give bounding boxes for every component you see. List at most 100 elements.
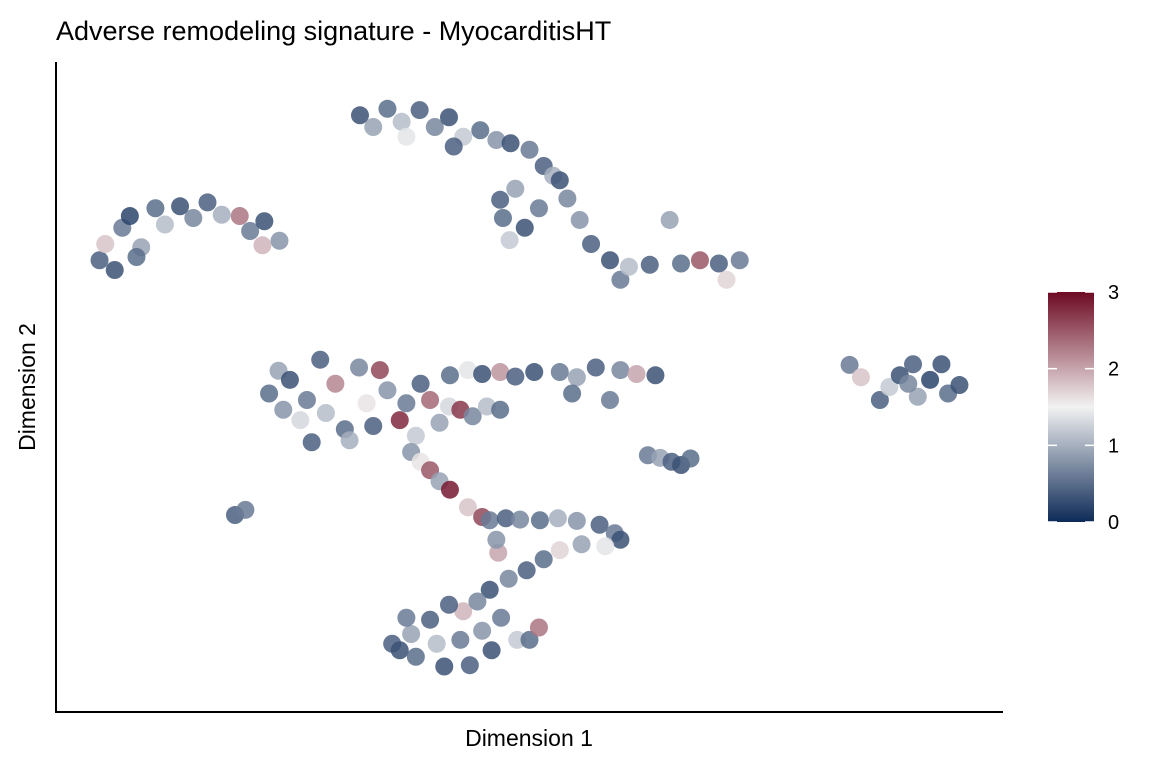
data-point xyxy=(596,537,615,556)
data-point xyxy=(370,361,389,380)
data-point xyxy=(253,236,272,255)
data-point xyxy=(840,355,859,374)
data-point xyxy=(611,530,630,549)
data-point xyxy=(316,404,335,422)
data-point xyxy=(397,608,416,627)
data-point xyxy=(586,358,605,377)
data-point xyxy=(611,361,630,380)
data-point xyxy=(506,367,525,386)
data-point xyxy=(444,137,463,156)
data-point xyxy=(454,602,473,621)
data-point xyxy=(491,363,510,382)
data-point xyxy=(302,433,321,452)
data-point xyxy=(672,254,691,273)
data-point xyxy=(357,394,376,413)
data-point xyxy=(397,127,416,146)
data-point xyxy=(155,215,174,234)
data-point xyxy=(440,108,459,127)
data-point xyxy=(198,193,217,212)
data-point xyxy=(567,511,586,530)
data-point xyxy=(567,368,586,387)
data-point xyxy=(487,131,506,149)
data-point xyxy=(717,270,736,289)
data-point xyxy=(563,384,582,403)
colorbar-tick-label: 1 xyxy=(1108,435,1119,457)
data-point xyxy=(600,391,619,409)
data-point xyxy=(364,417,383,435)
data-point xyxy=(410,101,429,120)
data-point xyxy=(458,498,477,517)
data-point xyxy=(690,251,709,270)
data-point xyxy=(236,500,255,519)
data-point xyxy=(590,515,609,534)
data-point xyxy=(482,641,501,660)
data-point xyxy=(709,254,728,273)
data-point xyxy=(558,189,577,208)
data-point xyxy=(427,634,446,653)
data-point xyxy=(506,179,525,198)
data-point xyxy=(468,592,487,611)
data-point xyxy=(406,426,425,445)
data-point xyxy=(127,248,146,266)
data-point xyxy=(515,218,534,237)
data-point xyxy=(406,647,425,666)
data-point xyxy=(681,449,700,468)
data-point xyxy=(430,413,449,432)
data-point xyxy=(548,509,567,528)
data-point xyxy=(496,509,515,528)
data-point xyxy=(640,255,659,274)
data-point xyxy=(350,358,369,377)
colorbar xyxy=(1048,292,1094,522)
data-point xyxy=(411,374,430,393)
data-point xyxy=(851,368,870,387)
data-point xyxy=(899,374,918,393)
data-point xyxy=(402,625,421,643)
data-point xyxy=(550,171,569,190)
data-point xyxy=(525,363,544,382)
data-point xyxy=(397,394,416,413)
data-point xyxy=(730,251,749,270)
x-axis-label: Dimension 1 xyxy=(465,725,593,751)
data-point xyxy=(311,350,330,369)
data-point xyxy=(451,630,470,649)
data-point xyxy=(572,535,591,554)
data-point xyxy=(440,480,459,499)
data-point xyxy=(440,595,459,614)
points-layer xyxy=(90,99,969,676)
data-point xyxy=(435,657,454,676)
data-point xyxy=(390,641,409,660)
data-point xyxy=(582,235,601,253)
data-point xyxy=(425,118,444,136)
data-point xyxy=(392,112,411,131)
data-point xyxy=(230,207,249,226)
data-point xyxy=(480,580,499,599)
data-point xyxy=(870,391,889,409)
data-point xyxy=(297,391,316,409)
y-axis-label: Dimension 2 xyxy=(14,323,40,451)
data-point xyxy=(520,140,539,159)
data-point xyxy=(499,569,518,588)
data-point xyxy=(529,618,548,637)
data-point xyxy=(530,511,549,530)
data-point xyxy=(378,381,397,400)
colorbar-ticks: 0 1 2 3 xyxy=(1048,282,1119,534)
data-point xyxy=(241,222,260,240)
data-point xyxy=(440,366,459,385)
data-point xyxy=(511,510,530,529)
data-point xyxy=(184,209,203,227)
data-point xyxy=(260,384,279,403)
data-point xyxy=(421,610,440,629)
data-point xyxy=(463,407,482,426)
chart-title: Adverse remodeling signature - Myocardit… xyxy=(56,16,611,46)
data-point xyxy=(600,251,619,270)
data-point xyxy=(274,400,293,419)
data-point xyxy=(520,630,539,649)
colorbar-tick-label: 2 xyxy=(1108,359,1119,381)
data-point xyxy=(270,231,289,250)
data-point xyxy=(619,257,638,276)
data-point xyxy=(627,365,646,383)
data-point xyxy=(491,190,510,209)
data-point xyxy=(90,251,109,270)
